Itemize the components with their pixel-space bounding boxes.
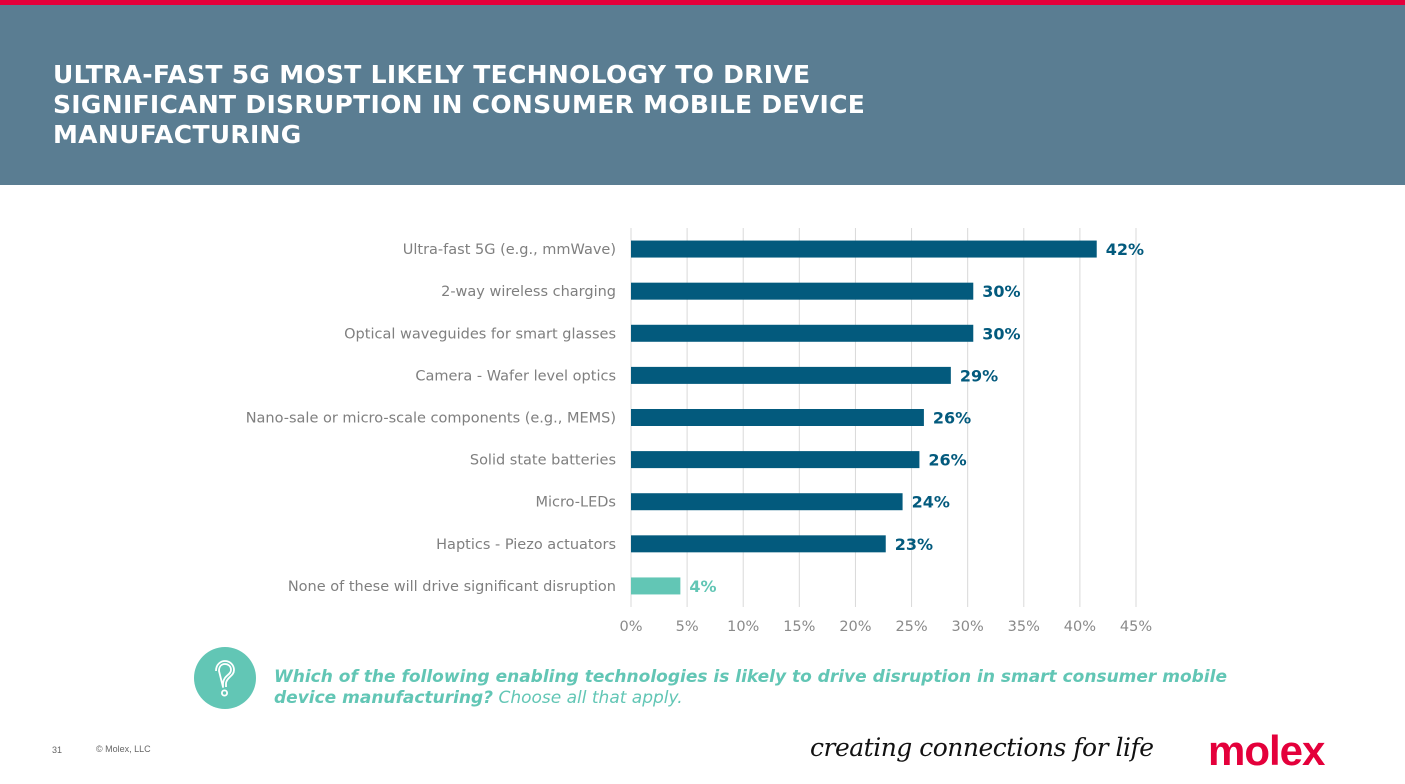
category-label: Solid state batteries [470,453,616,469]
category-label: Nano-sale or micro-scale components (e.g… [246,411,616,427]
x-tick-label: 5% [676,619,699,635]
x-tick-label: 35% [1008,619,1040,635]
page-number: 31 [52,745,63,755]
data-label: 26% [933,409,971,428]
data-label: 23% [895,535,933,554]
data-label: 26% [928,451,966,470]
data-label: 30% [982,324,1020,343]
bar [631,282,974,300]
category-label: Camera - Wafer level optics [415,368,616,384]
category-label: Ultra-fast 5G (e.g., mmWave) [403,242,616,258]
category-label: None of these will drive significant dis… [288,579,616,595]
x-tick-label: 20% [839,619,871,635]
question-text: Which of the following enabling technolo… [274,667,1227,708]
x-tick-label: 10% [727,619,759,635]
x-tick-label: 15% [783,619,815,635]
x-axis-tick-labels: 0% 5% 10% 15% 20% 25% 30% 35% 40% 45% [619,619,1152,635]
bar [631,409,924,426]
category-label: Micro-LEDs [536,495,617,511]
data-label: 4% [689,577,716,596]
x-tick-label: 30% [952,619,984,635]
data-label: 30% [982,282,1020,301]
data-label: 42% [1106,240,1144,259]
header-banner [0,5,1405,185]
page-title: ULTRA-FAST 5G MOST LIKELY TECHNOLOGY TO … [53,60,866,149]
data-label: 24% [912,493,950,512]
bar [631,577,681,595]
data-label: 29% [960,366,998,385]
tagline: creating connections for life [810,733,1154,762]
bar [631,493,903,511]
molex-logo: molex [1208,727,1325,774]
x-tick-label: 25% [895,619,927,635]
bar [631,535,886,553]
x-tick-label: 0% [619,619,642,635]
value-labels: 42% 30% 30% 29% 26% 26% 24% 23% 4% [689,240,1144,596]
bar [631,240,1097,258]
bars [631,240,1097,595]
category-label: Haptics - Piezo actuators [436,537,616,553]
category-labels: Ultra-fast 5G (e.g., mmWave) 2-way wirele… [246,242,616,595]
x-tick-label: 40% [1064,619,1096,635]
category-label: Optical waveguides for smart glasses [344,326,616,342]
bar [631,451,920,469]
question-mark-icon [194,647,256,709]
bar [631,366,951,384]
x-tick-label: 45% [1120,619,1152,635]
category-label: 2-way wireless charging [441,284,616,300]
survey-question: Which of the following enabling technolo… [274,667,1234,709]
question-instruction: Choose all that apply. [493,688,683,708]
top-accent-bar [0,0,1405,5]
bar [631,324,974,342]
copyright: © Molex, LLC [96,744,151,754]
